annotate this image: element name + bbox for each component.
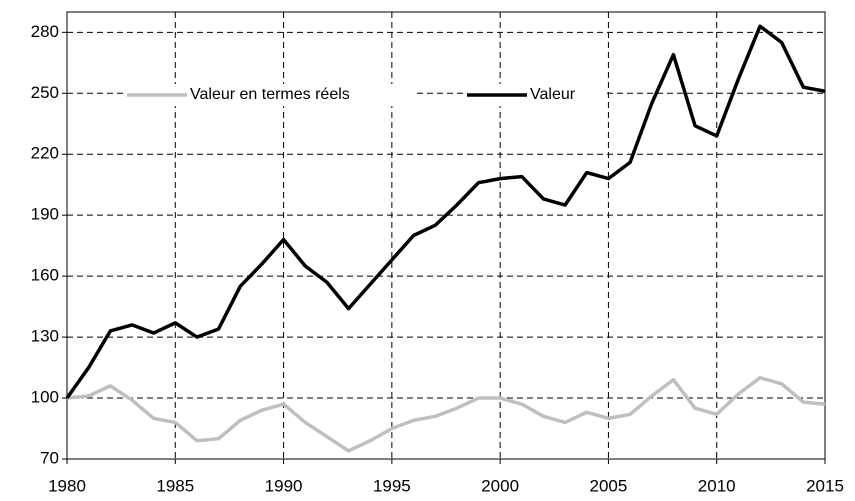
x-tick-label: 1985: [156, 476, 194, 495]
y-tick-label: 220: [31, 144, 59, 163]
x-tick-label: 2010: [698, 476, 736, 495]
x-tick-label: 2005: [590, 476, 628, 495]
legend-label: Valeur en termes réels: [190, 86, 350, 103]
x-tick-label: 1980: [48, 476, 86, 495]
line-series: [66, 375, 826, 453]
x-tick-label: 1995: [373, 476, 411, 495]
line-series: [65, 24, 826, 400]
y-tick-label: 280: [31, 22, 59, 41]
y-tick-label: 70: [40, 448, 59, 467]
plot-frame: [66, 11, 826, 460]
x-tick-label: 2000: [481, 476, 519, 495]
legend-label: Valeur: [530, 86, 576, 103]
y-tick-label: 250: [31, 83, 59, 102]
legend-bg: [123, 84, 413, 106]
x-tick-label: 1990: [265, 476, 303, 495]
y-tick-label: 130: [31, 327, 59, 346]
y-tick-label: 100: [31, 388, 59, 407]
y-tick-label: 190: [31, 205, 59, 224]
x-tick-label: 2015: [806, 476, 844, 495]
y-tick-label: 160: [31, 266, 59, 285]
legend-bg: [463, 84, 603, 106]
